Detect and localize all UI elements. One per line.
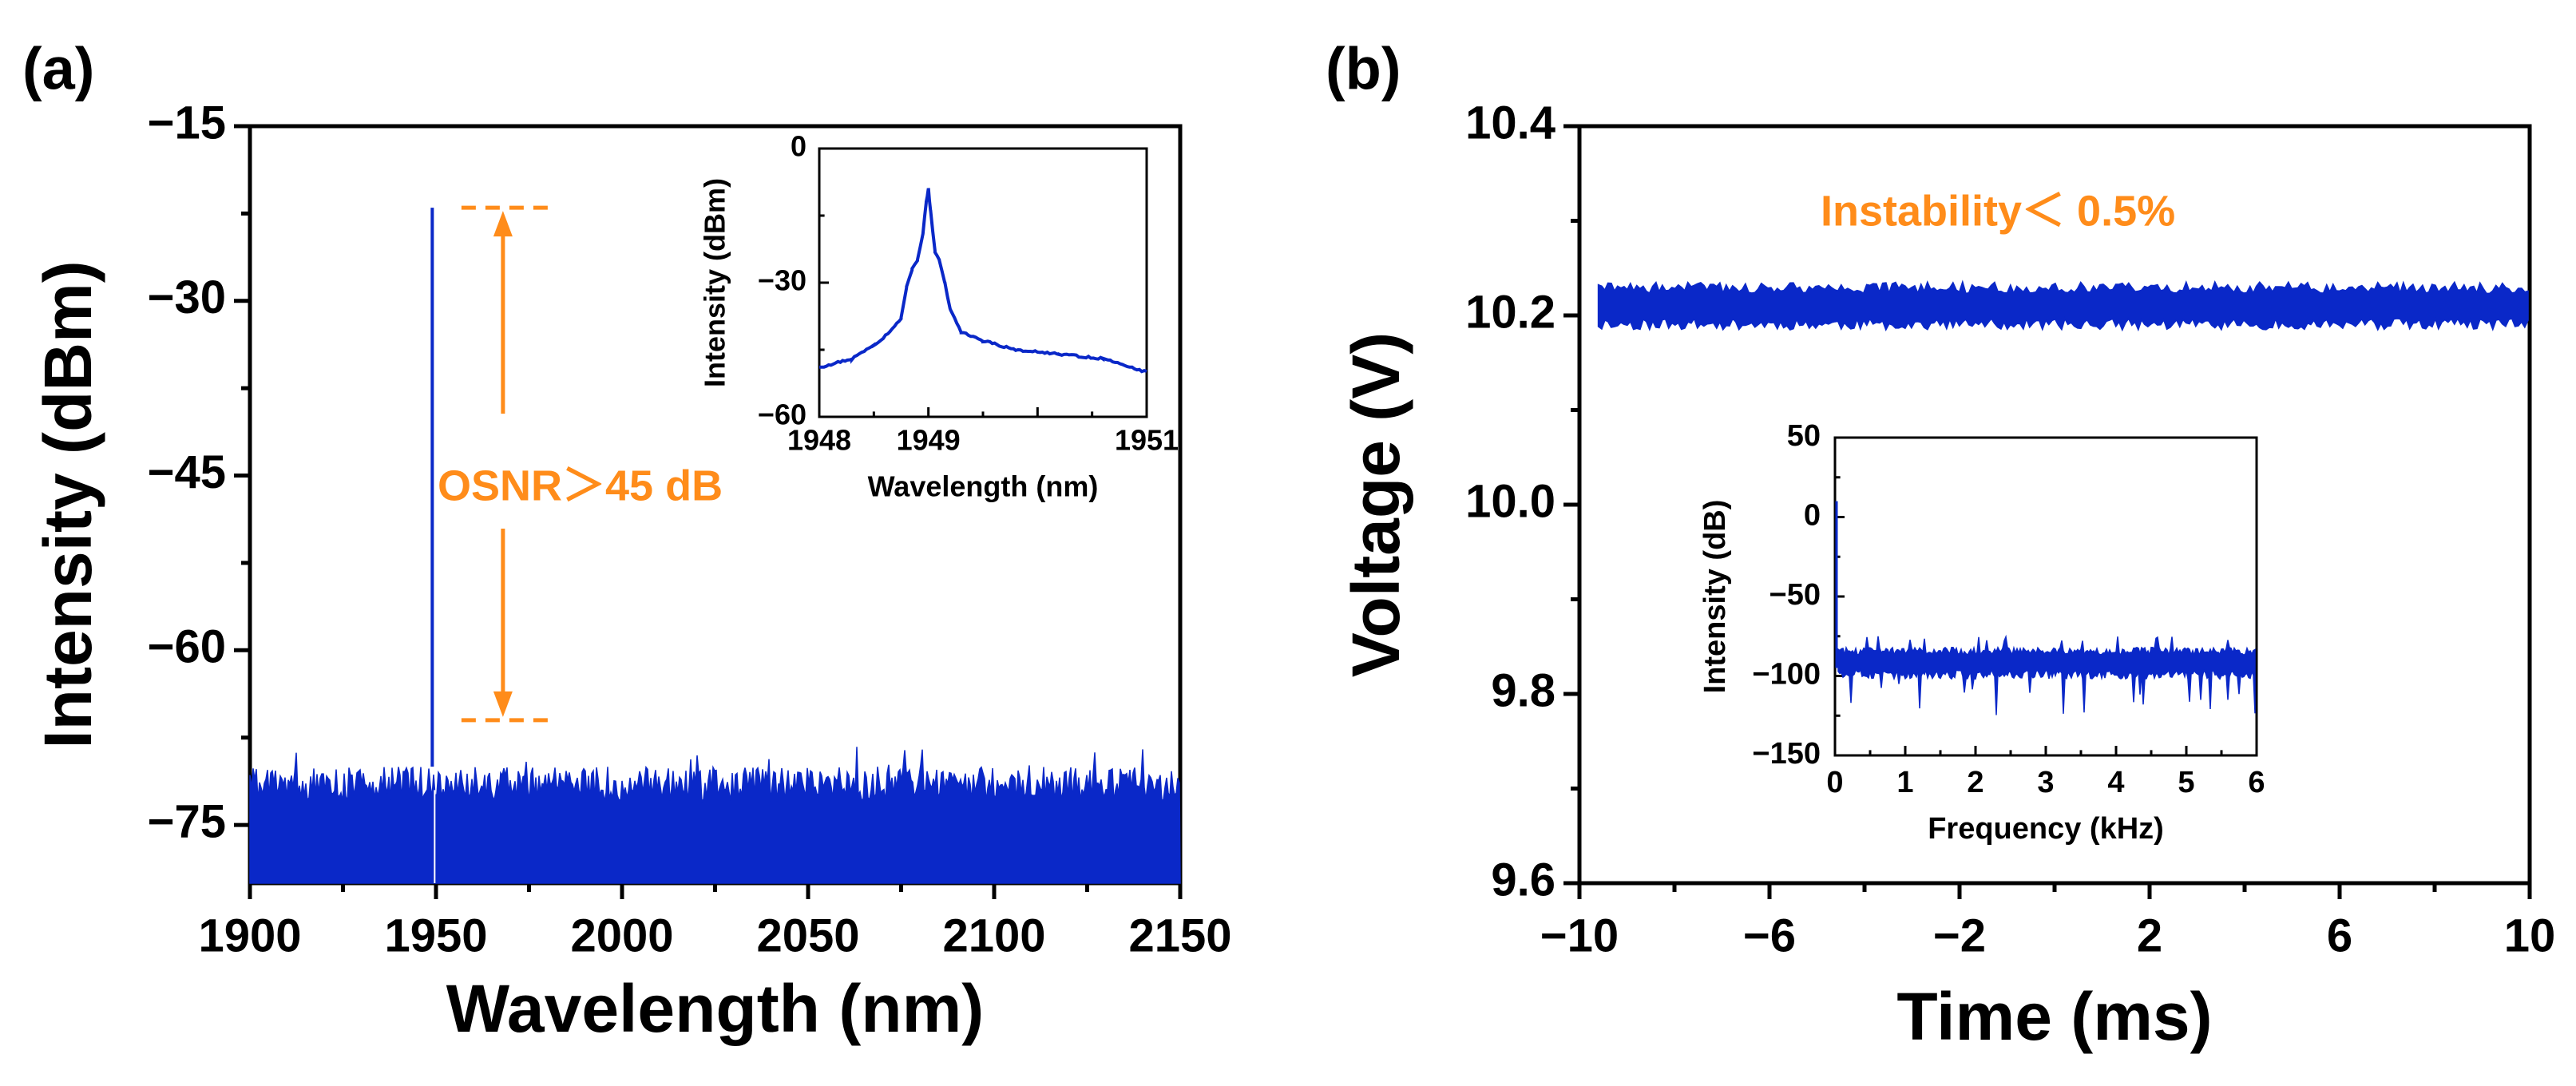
panel-b-x-tick-label: 6 xyxy=(2327,910,2352,961)
panel-b-inset-y-tick-label: 0 xyxy=(1804,499,1821,533)
panel-b-inset-x-axis-label: Frequency (kHz) xyxy=(1928,812,2164,846)
panel-a-x-tick-label: 1950 xyxy=(384,910,487,961)
panel-b-y-tick-label: 10.2 xyxy=(1465,286,1556,338)
panel-b-x-tick-label: 10 xyxy=(2504,910,2556,961)
panel-b-x-tick-label: −2 xyxy=(1933,910,1986,961)
panel-a-x-tick-label: 1900 xyxy=(198,910,301,961)
panel-a-label: (a) xyxy=(22,36,94,102)
panel-a-x-tick-label: 2000 xyxy=(570,910,673,961)
panel-b-inset-x-tick-label: 1 xyxy=(1896,766,1913,799)
panel-b-inset-x-tick-label: 6 xyxy=(2248,766,2265,799)
panel-b-inset-y-tick-label: 50 xyxy=(1787,419,1821,453)
panel-a-osnr-arrowhead-down xyxy=(493,691,513,717)
panel-a-inset-plot-frame xyxy=(818,147,1148,418)
panel-a-x-tick-label: 2150 xyxy=(1128,910,1231,961)
panel-a-osnr-text: OSNR＞45 dB xyxy=(438,462,723,509)
panel-b-y-tick-label: 9.8 xyxy=(1491,664,1556,716)
panel-b-x-tick-label: −10 xyxy=(1540,910,1619,961)
panel-a-x-tick-label: 2100 xyxy=(942,910,1045,961)
panel-a-y-axis-label: Intensity (dBm) xyxy=(30,260,105,748)
panel-a-inset-x-tick-label: 1951 xyxy=(1115,424,1179,457)
panel-a-inset-y-tick-label: −30 xyxy=(758,264,806,297)
panel-b-inset-y-axis-label: Intensity (dB) xyxy=(1698,500,1732,694)
panel-b-voltage-trace xyxy=(1597,279,2529,332)
panel-a-inset-x-axis-label: Wavelength (nm) xyxy=(868,470,1099,503)
panel-a-osnr-arrowhead-up xyxy=(493,211,513,237)
panel-a-y-tick-label: −15 xyxy=(148,97,226,149)
panel-b-y-axis-label: Voltage (V) xyxy=(1338,332,1413,677)
panel-b-inset-x-tick-label: 5 xyxy=(2178,766,2194,799)
panel-b-x-axis-label: Time (ms) xyxy=(1896,979,2212,1054)
panel-b-inset-x-tick-label: 2 xyxy=(1967,766,1984,799)
panel-b-y-tick-label: 10.4 xyxy=(1465,97,1556,149)
panel-b-x-tick-label: −6 xyxy=(1743,910,1796,961)
panel-a-noise-floor xyxy=(249,747,1181,884)
panel-b-instability-text: Instability＜ 0.5% xyxy=(1821,187,2175,235)
panel-b-inset-x-tick-label: 0 xyxy=(1826,766,1843,799)
panel-b-inset-x-tick-label: 4 xyxy=(2107,766,2124,799)
panel-b-label: (b) xyxy=(1326,36,1401,102)
panel-a-inset-x-tick-label: 1949 xyxy=(897,424,961,457)
panel-b-inset-y-tick-label: −150 xyxy=(1752,737,1821,771)
panel-b-inset-fft-trace xyxy=(1837,634,2256,715)
panel-a-x-tick-label: 2050 xyxy=(756,910,859,961)
panel-b-inset-plot-frame xyxy=(1833,436,2258,757)
panel-a-x-axis-label: Wavelength (nm) xyxy=(446,971,985,1046)
panel-a-inset-y-tick-label: 0 xyxy=(791,130,806,163)
panel-b-inset-y-tick-label: −50 xyxy=(1770,578,1821,612)
panel-a-y-tick-label: −30 xyxy=(148,272,226,323)
panel-b-y-tick-label: 10.0 xyxy=(1465,475,1556,527)
panel-b-x-tick-label: 2 xyxy=(2137,910,2162,961)
panel-b-inset-x-tick-label: 3 xyxy=(2037,766,2054,799)
panel-a-y-tick-label: −45 xyxy=(148,446,226,498)
panel-a-y-tick-label: −60 xyxy=(148,621,226,673)
panel-b-inset-y-tick-label: −100 xyxy=(1752,658,1821,692)
panel-a-inset-y-axis-label: Intensity (dBm) xyxy=(699,178,731,387)
panel-a-inset-x-tick-label: 1948 xyxy=(787,424,851,457)
panel-a-inset-spectrum-line xyxy=(819,188,1147,374)
panel-b-y-tick-label: 9.6 xyxy=(1491,854,1556,906)
panel-a-y-tick-label: −75 xyxy=(148,795,226,847)
panel-a-inset-y-tick-label: −60 xyxy=(758,398,806,431)
